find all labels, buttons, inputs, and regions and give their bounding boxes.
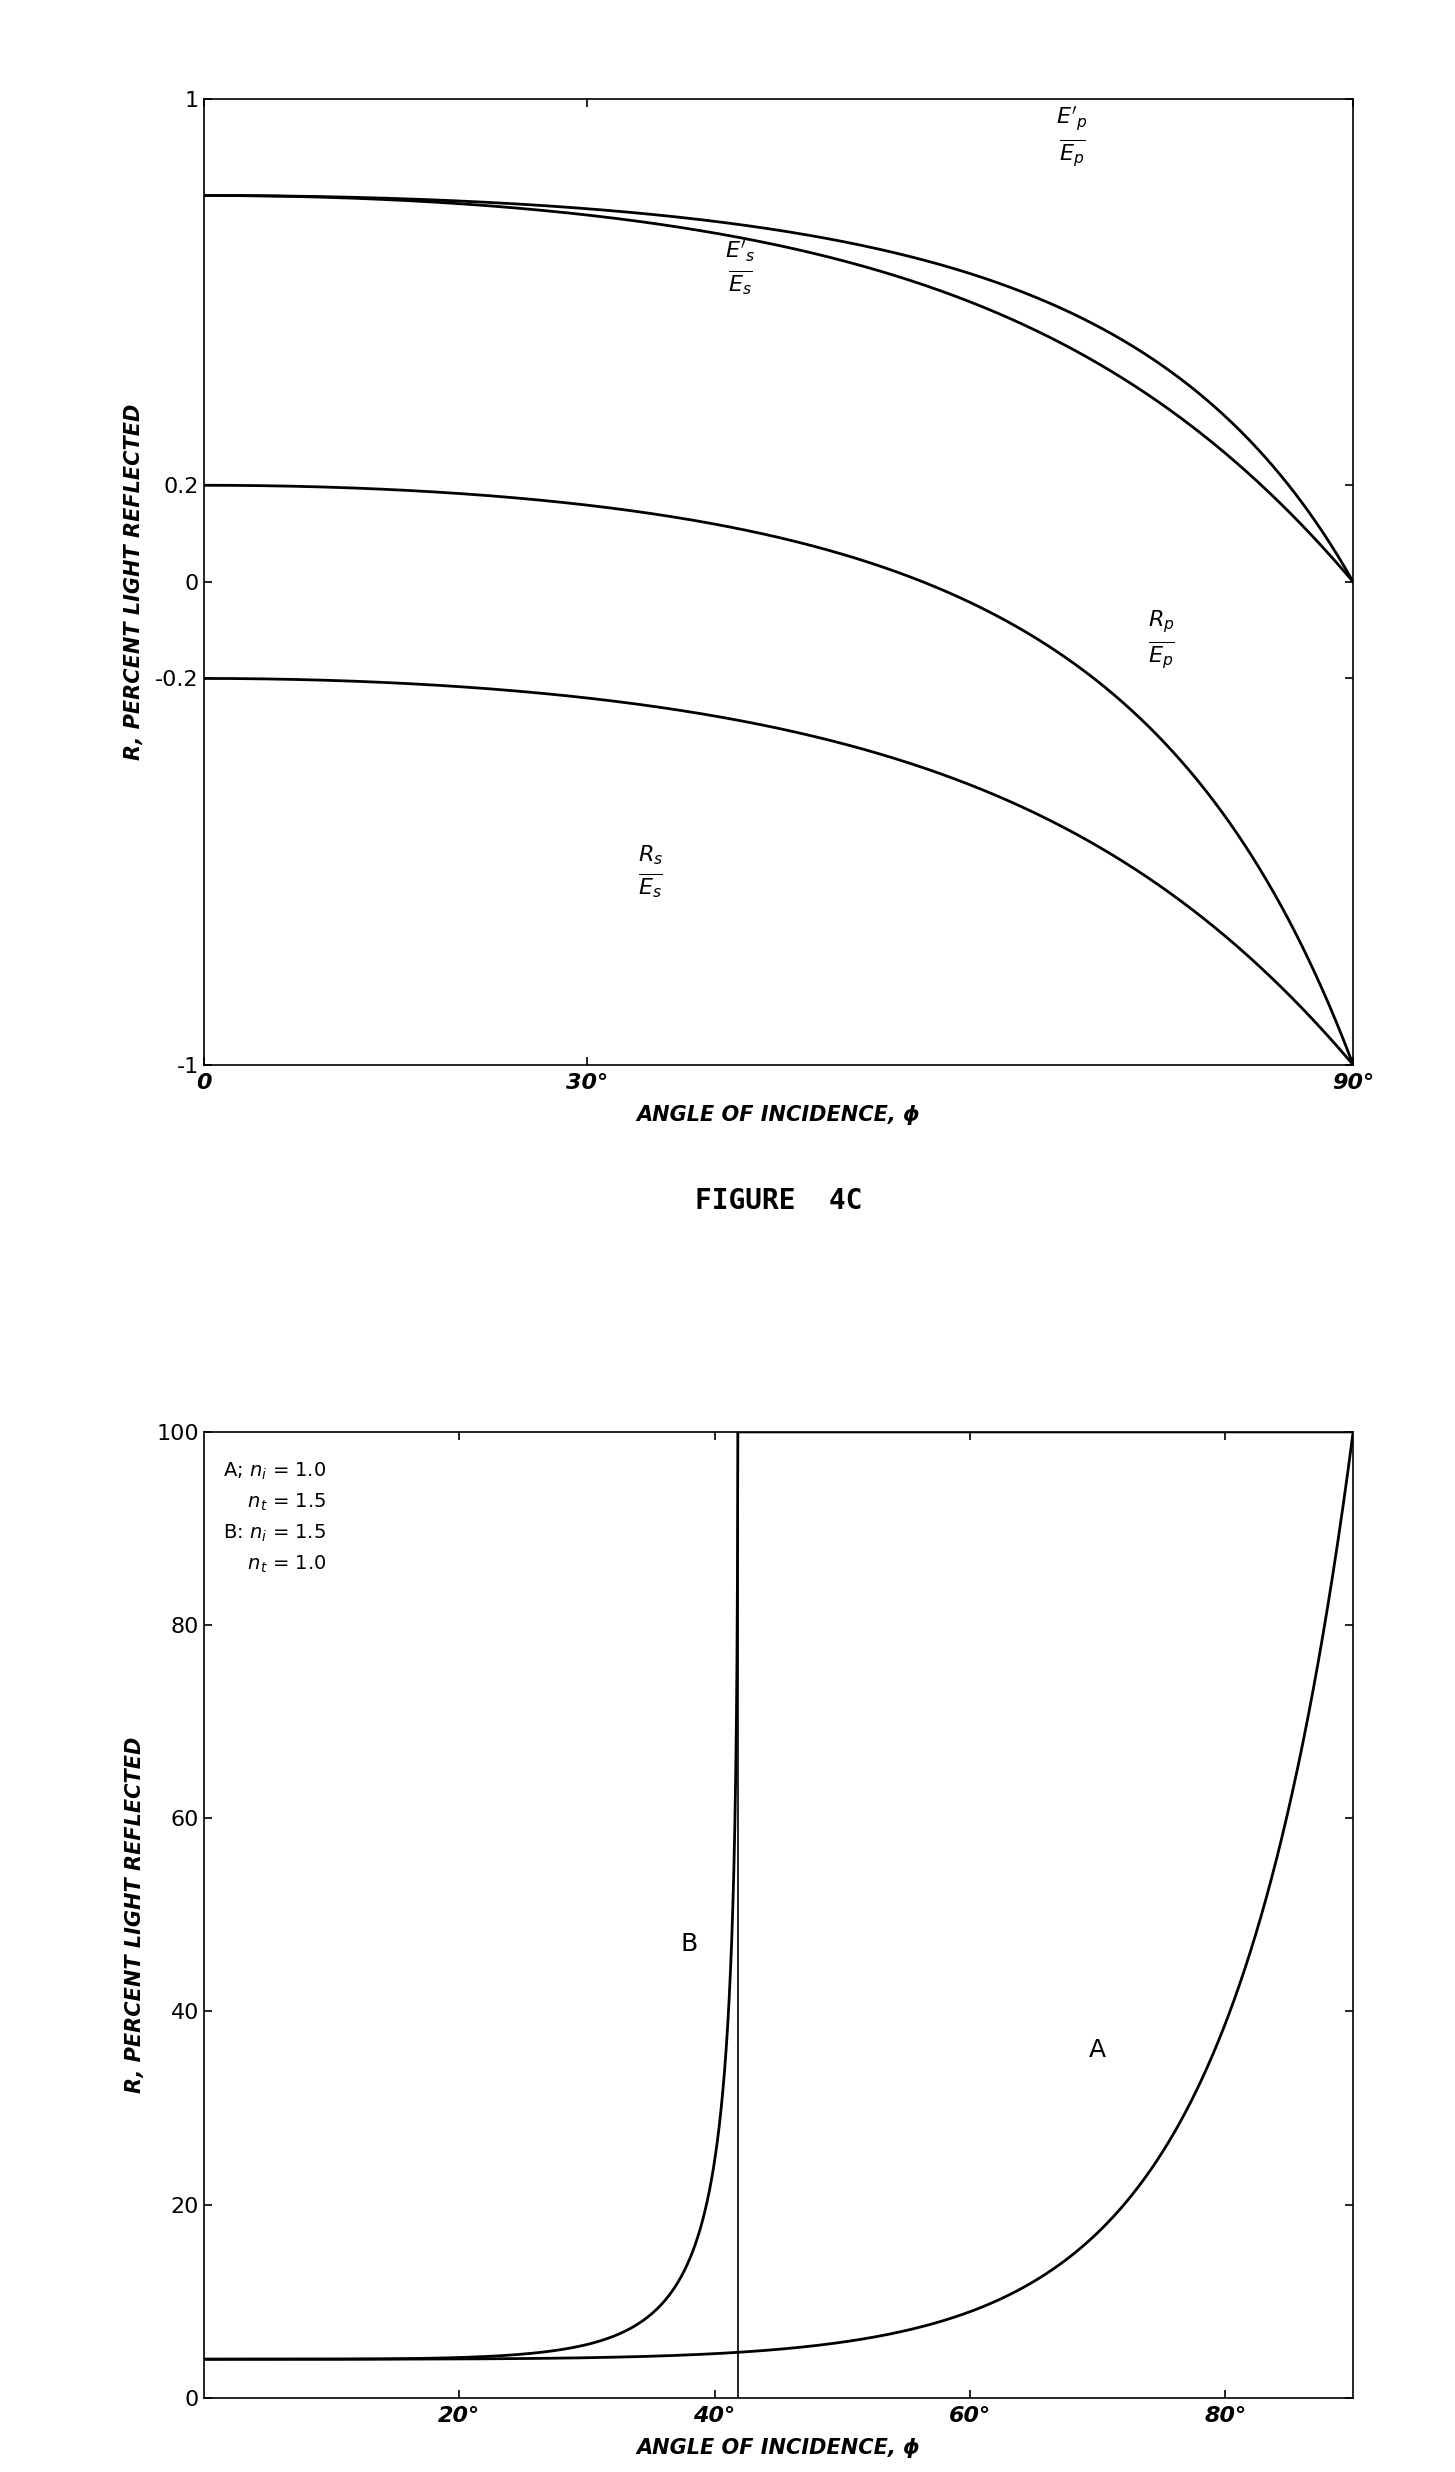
X-axis label: ANGLE OF INCIDENCE, ϕ: ANGLE OF INCIDENCE, ϕ [637, 2437, 920, 2457]
Text: A; $n_i$ = 1.0
    $n_t$ = 1.5
B: $n_i$ = 1.5
    $n_t$ = 1.0: A; $n_i$ = 1.0 $n_t$ = 1.5 B: $n_i$ = 1.… [223, 1461, 326, 1575]
Text: $E'_p$
$\overline{E_p}$: $E'_p$ $\overline{E_p}$ [1056, 104, 1088, 171]
Text: FIGURE  4C: FIGURE 4C [694, 1187, 863, 1214]
Y-axis label: R, PERCENT LIGHT REFLECTED: R, PERCENT LIGHT REFLECTED [124, 403, 144, 759]
X-axis label: ANGLE OF INCIDENCE, ϕ: ANGLE OF INCIDENCE, ϕ [637, 1105, 920, 1125]
Text: B: B [681, 1931, 697, 1955]
Text: $R_s$
$\overline{E_s}$: $R_s$ $\overline{E_s}$ [639, 843, 663, 900]
Text: $R_p$
$\overline{E_p}$: $R_p$ $\overline{E_p}$ [1148, 608, 1174, 672]
Text: A: A [1090, 2037, 1106, 2062]
Y-axis label: R, PERCENT LIGHT REFLECTED: R, PERCENT LIGHT REFLECTED [125, 1738, 146, 2094]
Text: $E'_s$
$\overline{E_s}$: $E'_s$ $\overline{E_s}$ [725, 240, 755, 297]
